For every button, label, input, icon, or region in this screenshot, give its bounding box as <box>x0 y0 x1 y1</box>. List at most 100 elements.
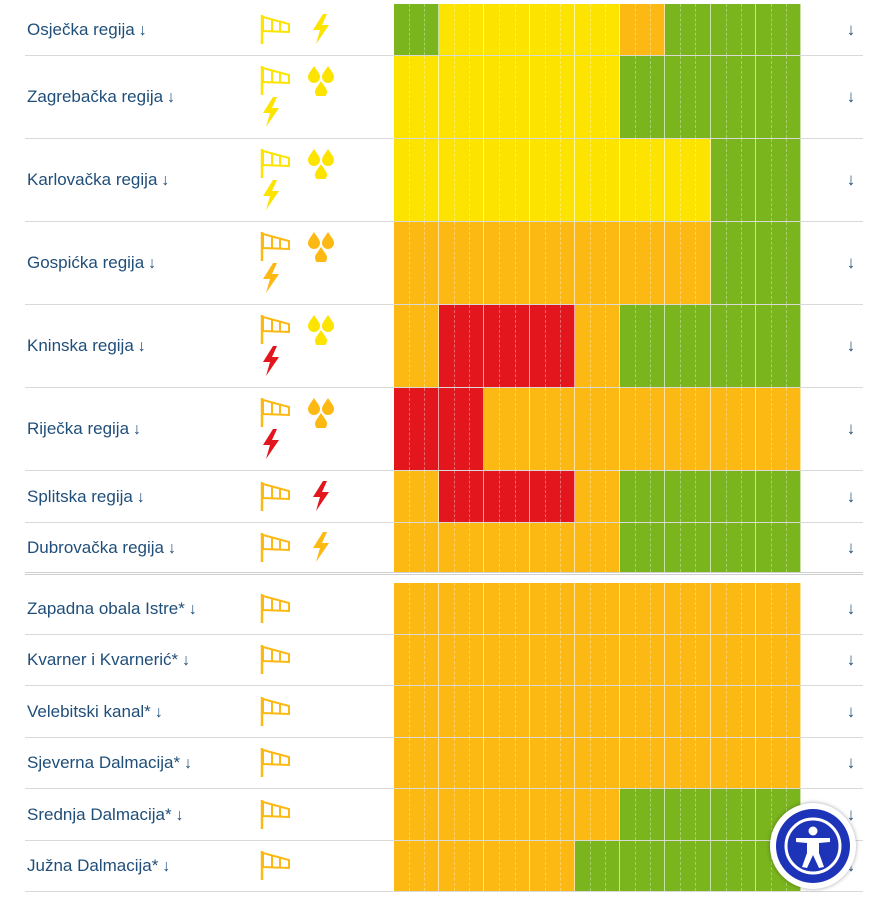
region-label[interactable]: Dubrovačka regija ↓ <box>27 538 176 558</box>
warning-level-green <box>710 56 756 138</box>
region-name: Riječka regija <box>27 419 130 438</box>
table-row: Karlovačka regija ↓ ↓ <box>25 139 863 222</box>
warning-level-orange <box>394 635 440 685</box>
row-expand-arrow-icon[interactable]: ↓ <box>846 650 856 669</box>
region-label[interactable]: Velebitski kanal* ↓ <box>27 702 163 722</box>
expand-arrow-icon[interactable]: ↓ <box>137 338 146 355</box>
expand-arrow-icon[interactable]: ↓ <box>182 652 191 669</box>
warning-timeline <box>394 305 801 387</box>
warning-level-orange <box>439 789 485 840</box>
region-label[interactable]: Osječka regija ↓ <box>27 20 147 40</box>
row-expand-arrow-icon[interactable]: ↓ <box>846 87 856 106</box>
warning-icons <box>258 480 348 514</box>
row-expand-arrow-icon[interactable]: ↓ <box>846 486 856 506</box>
row-expand-arrow-icon[interactable]: ↓ <box>846 170 856 189</box>
rain-drops-icon <box>306 313 336 345</box>
row-expand-arrow-icon[interactable]: ↓ <box>846 336 856 355</box>
region-label[interactable]: Kvarner i Kvarnerić* ↓ <box>27 650 190 670</box>
expand-arrow-icon[interactable]: ↓ <box>175 806 184 824</box>
expand-arrow-icon[interactable]: ↓ <box>154 703 163 721</box>
warning-level-orange <box>529 583 575 634</box>
warning-icons <box>258 64 348 130</box>
row-expand-arrow-icon[interactable]: ↓ <box>846 753 856 772</box>
expand-arrow-icon[interactable]: ↓ <box>188 600 197 618</box>
region-label[interactable]: Sjeverna Dalmacija* ↓ <box>27 753 192 773</box>
table-row: Velebitski kanal* ↓ ↓ <box>25 686 863 738</box>
region-name: Srednja Dalmacija* <box>27 804 172 824</box>
lightning-icon <box>260 345 282 377</box>
warning-level-green <box>620 789 666 840</box>
expand-arrow-icon[interactable]: ↓ <box>162 858 171 875</box>
warning-icons <box>258 230 348 296</box>
warning-level-yellow <box>529 139 575 221</box>
warning-icons <box>258 695 348 729</box>
region-label[interactable]: Karlovačka regija ↓ <box>27 170 169 190</box>
warning-level-orange <box>710 686 756 737</box>
row-expand-arrow-icon[interactable]: ↓ <box>846 253 856 272</box>
warning-level-orange <box>574 686 621 737</box>
warning-icons <box>258 396 348 462</box>
accessibility-button[interactable] <box>770 803 856 889</box>
warning-level-orange <box>710 388 756 470</box>
warning-level-orange <box>665 686 711 737</box>
expand-arrow-icon[interactable]: ↓ <box>136 488 145 506</box>
row-expand-arrow-icon[interactable]: ↓ <box>846 804 856 824</box>
warning-timeline <box>394 686 801 737</box>
rain-drops-icon <box>306 64 336 96</box>
warning-level-orange <box>620 4 666 55</box>
wind-sock-icon <box>258 396 292 428</box>
lightning-icon <box>310 13 332 45</box>
warning-level-green <box>665 471 711 522</box>
region-label[interactable]: Srednja Dalmacija* ↓ <box>27 805 184 825</box>
row-expand-arrow-icon[interactable]: ↓ <box>846 419 856 438</box>
warning-level-orange <box>755 686 801 737</box>
table-row: Gospićka regija ↓ ↓ <box>25 222 863 305</box>
expand-arrow-icon[interactable]: ↓ <box>168 539 177 557</box>
warning-timeline <box>394 738 801 788</box>
region-label[interactable]: Splitska regija ↓ <box>27 487 145 507</box>
row-expand-arrow-icon[interactable]: ↓ <box>846 19 856 39</box>
region-label[interactable]: Južna Dalmacija* ↓ <box>27 856 170 876</box>
warning-level-green <box>755 305 801 387</box>
warning-level-red <box>439 305 485 387</box>
warning-level-orange <box>439 523 485 572</box>
warning-level-orange <box>439 635 485 685</box>
expand-arrow-icon[interactable]: ↓ <box>133 421 142 438</box>
warning-level-orange <box>574 222 621 304</box>
warning-level-orange <box>439 738 485 788</box>
warning-icons <box>258 746 348 780</box>
warning-level-green <box>620 523 666 572</box>
region-name: Gospićka regija <box>27 253 145 272</box>
expand-arrow-icon[interactable]: ↓ <box>184 755 193 772</box>
lightning-icon <box>260 428 282 460</box>
region-name: Sjeverna Dalmacija* <box>27 753 181 772</box>
region-label[interactable]: Riječka regija ↓ <box>27 419 141 439</box>
warning-level-orange <box>394 686 440 737</box>
region-name: Dubrovačka regija <box>27 537 165 557</box>
warning-level-orange <box>574 523 621 572</box>
expand-arrow-icon[interactable]: ↓ <box>167 89 176 106</box>
warning-level-orange <box>755 583 801 634</box>
region-name: Zagrebačka regija <box>27 87 164 106</box>
warning-level-orange <box>394 789 440 840</box>
table-row: Zagrebačka regija ↓ ↓ <box>25 56 863 139</box>
row-expand-arrow-icon[interactable]: ↓ <box>846 537 856 557</box>
warning-timeline <box>394 523 801 572</box>
warning-level-green <box>755 222 801 304</box>
expand-arrow-icon[interactable]: ↓ <box>138 21 147 39</box>
warning-level-yellow <box>574 139 621 221</box>
warning-level-orange <box>755 738 801 788</box>
row-expand-arrow-icon[interactable]: ↓ <box>846 701 856 721</box>
region-label[interactable]: Kninska regija ↓ <box>27 336 146 356</box>
region-label[interactable]: Zagrebačka regija ↓ <box>27 87 175 107</box>
warning-level-orange <box>484 222 530 304</box>
lightning-icon <box>310 531 332 563</box>
region-label[interactable]: Zapadna obala Istre* ↓ <box>27 599 197 619</box>
warning-timeline <box>394 841 801 891</box>
region-label[interactable]: Gospićka regija ↓ <box>27 253 156 273</box>
warning-level-orange <box>665 388 711 470</box>
row-expand-arrow-icon[interactable]: ↓ <box>846 598 856 618</box>
expand-arrow-icon[interactable]: ↓ <box>161 172 170 189</box>
warning-icons <box>258 313 348 379</box>
expand-arrow-icon[interactable]: ↓ <box>148 255 157 272</box>
